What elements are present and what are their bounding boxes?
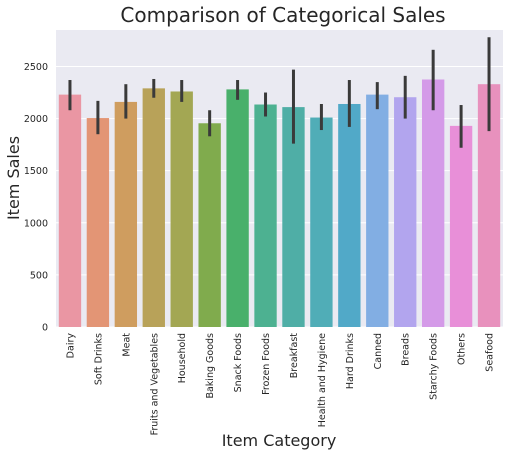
x-axis-label: Item Category [222,431,337,450]
bar-hard-drinks [338,103,361,327]
x-tick-label: Breads [401,333,412,366]
bar-seafood [477,84,501,327]
bar-baking-goods [198,123,221,327]
y-tick-label: 500 [30,270,48,281]
y-tick-label: 2500 [24,62,48,73]
bars [58,79,501,328]
bar-canned [366,94,389,327]
x-tick-label: Health and Hygiene [317,333,328,427]
y-tick-label: 1500 [24,166,48,177]
y-tick-label: 1000 [24,218,48,229]
bar-meat [114,101,138,327]
bar-soft-drinks [86,118,110,327]
x-tick-label: Dairy [65,333,76,359]
x-tick-label: Breakfast [289,333,300,378]
x-tick-label: Hard Drinks [345,333,356,389]
bar-others [449,125,473,327]
x-tick-label: Frozen Foods [261,333,272,395]
bar-frozen-foods [254,104,277,327]
y-axis-ticks: 0 500 1000 1500 2000 2500 [24,62,48,334]
x-tick-label: Baking Goods [205,333,216,399]
bar-snack-foods [226,89,249,328]
bar-fruits-and-vegetables [142,88,165,327]
bar-health-and-hygiene [310,117,333,328]
chart-title: Comparison of Categorical Sales [120,3,445,27]
y-tick-label: 0 [42,323,48,334]
error-bars [68,37,491,148]
bar-breads [394,97,417,327]
x-tick-label: Snack Foods [233,333,244,392]
bar-household [170,91,193,327]
x-tick-label: Others [457,333,468,365]
y-axis-label: Item Sales [4,136,23,220]
x-tick-label: Canned [373,333,384,369]
bar-breakfast [282,107,305,328]
x-tick-label: Soft Drinks [93,333,104,385]
x-tick-label: Household [177,333,188,383]
y-tick-label: 2000 [24,114,48,125]
x-tick-label: Starchy Foods [429,333,440,400]
x-tick-label: Meat [121,333,132,357]
x-axis-ticks: Dairy Soft Drinks Meat Fruits and Vegetable… [65,333,495,436]
bar-dairy [58,94,82,327]
bar-starchy-foods [421,79,445,327]
x-tick-label: Seafood [485,333,496,372]
x-tick-label: Fruits and Vegetables [149,333,160,435]
